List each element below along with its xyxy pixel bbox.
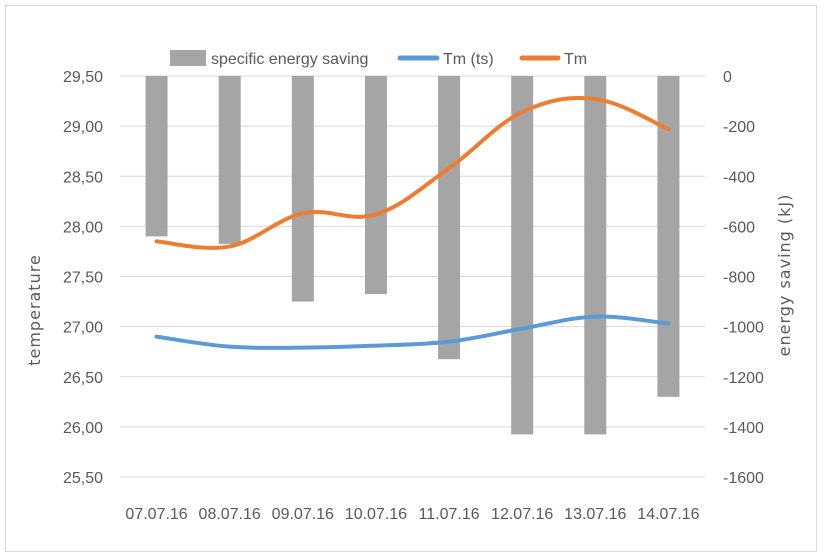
chart-frame <box>5 5 817 552</box>
y-left-tick-label: 27,00 <box>63 320 103 337</box>
bar <box>657 76 680 397</box>
x-tick-label: 11.07.16 <box>419 506 480 523</box>
series-line <box>154 96 671 250</box>
series-line <box>154 314 671 350</box>
x-axis-ticks: 07.07.16 08.07.16 09.07.16 10.07.16 11.07.16… <box>125 506 699 523</box>
y-right-tick-label: -1400 <box>723 420 764 437</box>
bar <box>438 76 461 360</box>
y-left-tick-label: 29,00 <box>63 119 103 136</box>
y-right-tick-label: 0 <box>723 69 732 86</box>
right-axis-ticks: 0 -200 -400 -600 -800 -1000 -1200 -1400 -1600 <box>723 69 764 487</box>
x-tick-label: 08.07.16 <box>199 506 261 523</box>
y-axis-right-title: energy saving (kJ) <box>775 194 794 357</box>
y-right-tick-label: -600 <box>723 219 755 236</box>
y-left-tick-label: 26,00 <box>63 420 103 437</box>
y-right-tick-label: -1600 <box>723 470 764 487</box>
legend-swatch-bars <box>170 50 206 66</box>
y-left-tick-label: 29,50 <box>63 69 103 86</box>
y-right-tick-label: -400 <box>723 169 755 186</box>
x-tick-label: 14.07.16 <box>637 506 699 523</box>
bar <box>364 76 387 295</box>
bar-series <box>145 76 680 435</box>
y-axis-left-title: temperature <box>25 254 44 366</box>
x-tick-label: 12.07.16 <box>491 506 553 523</box>
bar <box>145 76 168 237</box>
y-right-tick-label: -1200 <box>723 370 764 387</box>
legend-label-tm: Tm <box>564 51 587 68</box>
bar <box>584 76 607 435</box>
y-left-tick-label: 26,50 <box>63 370 103 387</box>
y-left-tick-label: 28,00 <box>63 219 103 236</box>
x-tick-label: 10.07.16 <box>345 506 407 523</box>
y-left-tick-label: 28,50 <box>63 169 103 186</box>
x-tick-label: 07.07.16 <box>125 506 187 523</box>
y-right-tick-label: -1000 <box>723 320 764 337</box>
x-tick-label: 13.07.16 <box>564 506 626 523</box>
bar <box>511 76 534 435</box>
bar <box>291 76 314 302</box>
legend-label-tm-ts: Tm (ts) <box>443 51 494 68</box>
y-right-tick-label: -200 <box>723 119 755 136</box>
y-left-tick-label: 25,50 <box>63 470 103 487</box>
y-left-tick-label: 27,50 <box>63 270 103 287</box>
line-series <box>154 96 671 350</box>
gridlines <box>120 75 705 478</box>
y-right-tick-label: -800 <box>723 270 755 287</box>
x-tick-label: 09.07.16 <box>272 506 334 523</box>
left-axis-ticks: 29,50 29,00 28,50 28,00 27,50 27,00 26,50 26,00… <box>63 69 103 487</box>
legend-label-bars: specific energy saving <box>211 51 368 68</box>
legend: specific energy saving Tm (ts) Tm <box>170 50 587 68</box>
bar <box>218 76 241 244</box>
